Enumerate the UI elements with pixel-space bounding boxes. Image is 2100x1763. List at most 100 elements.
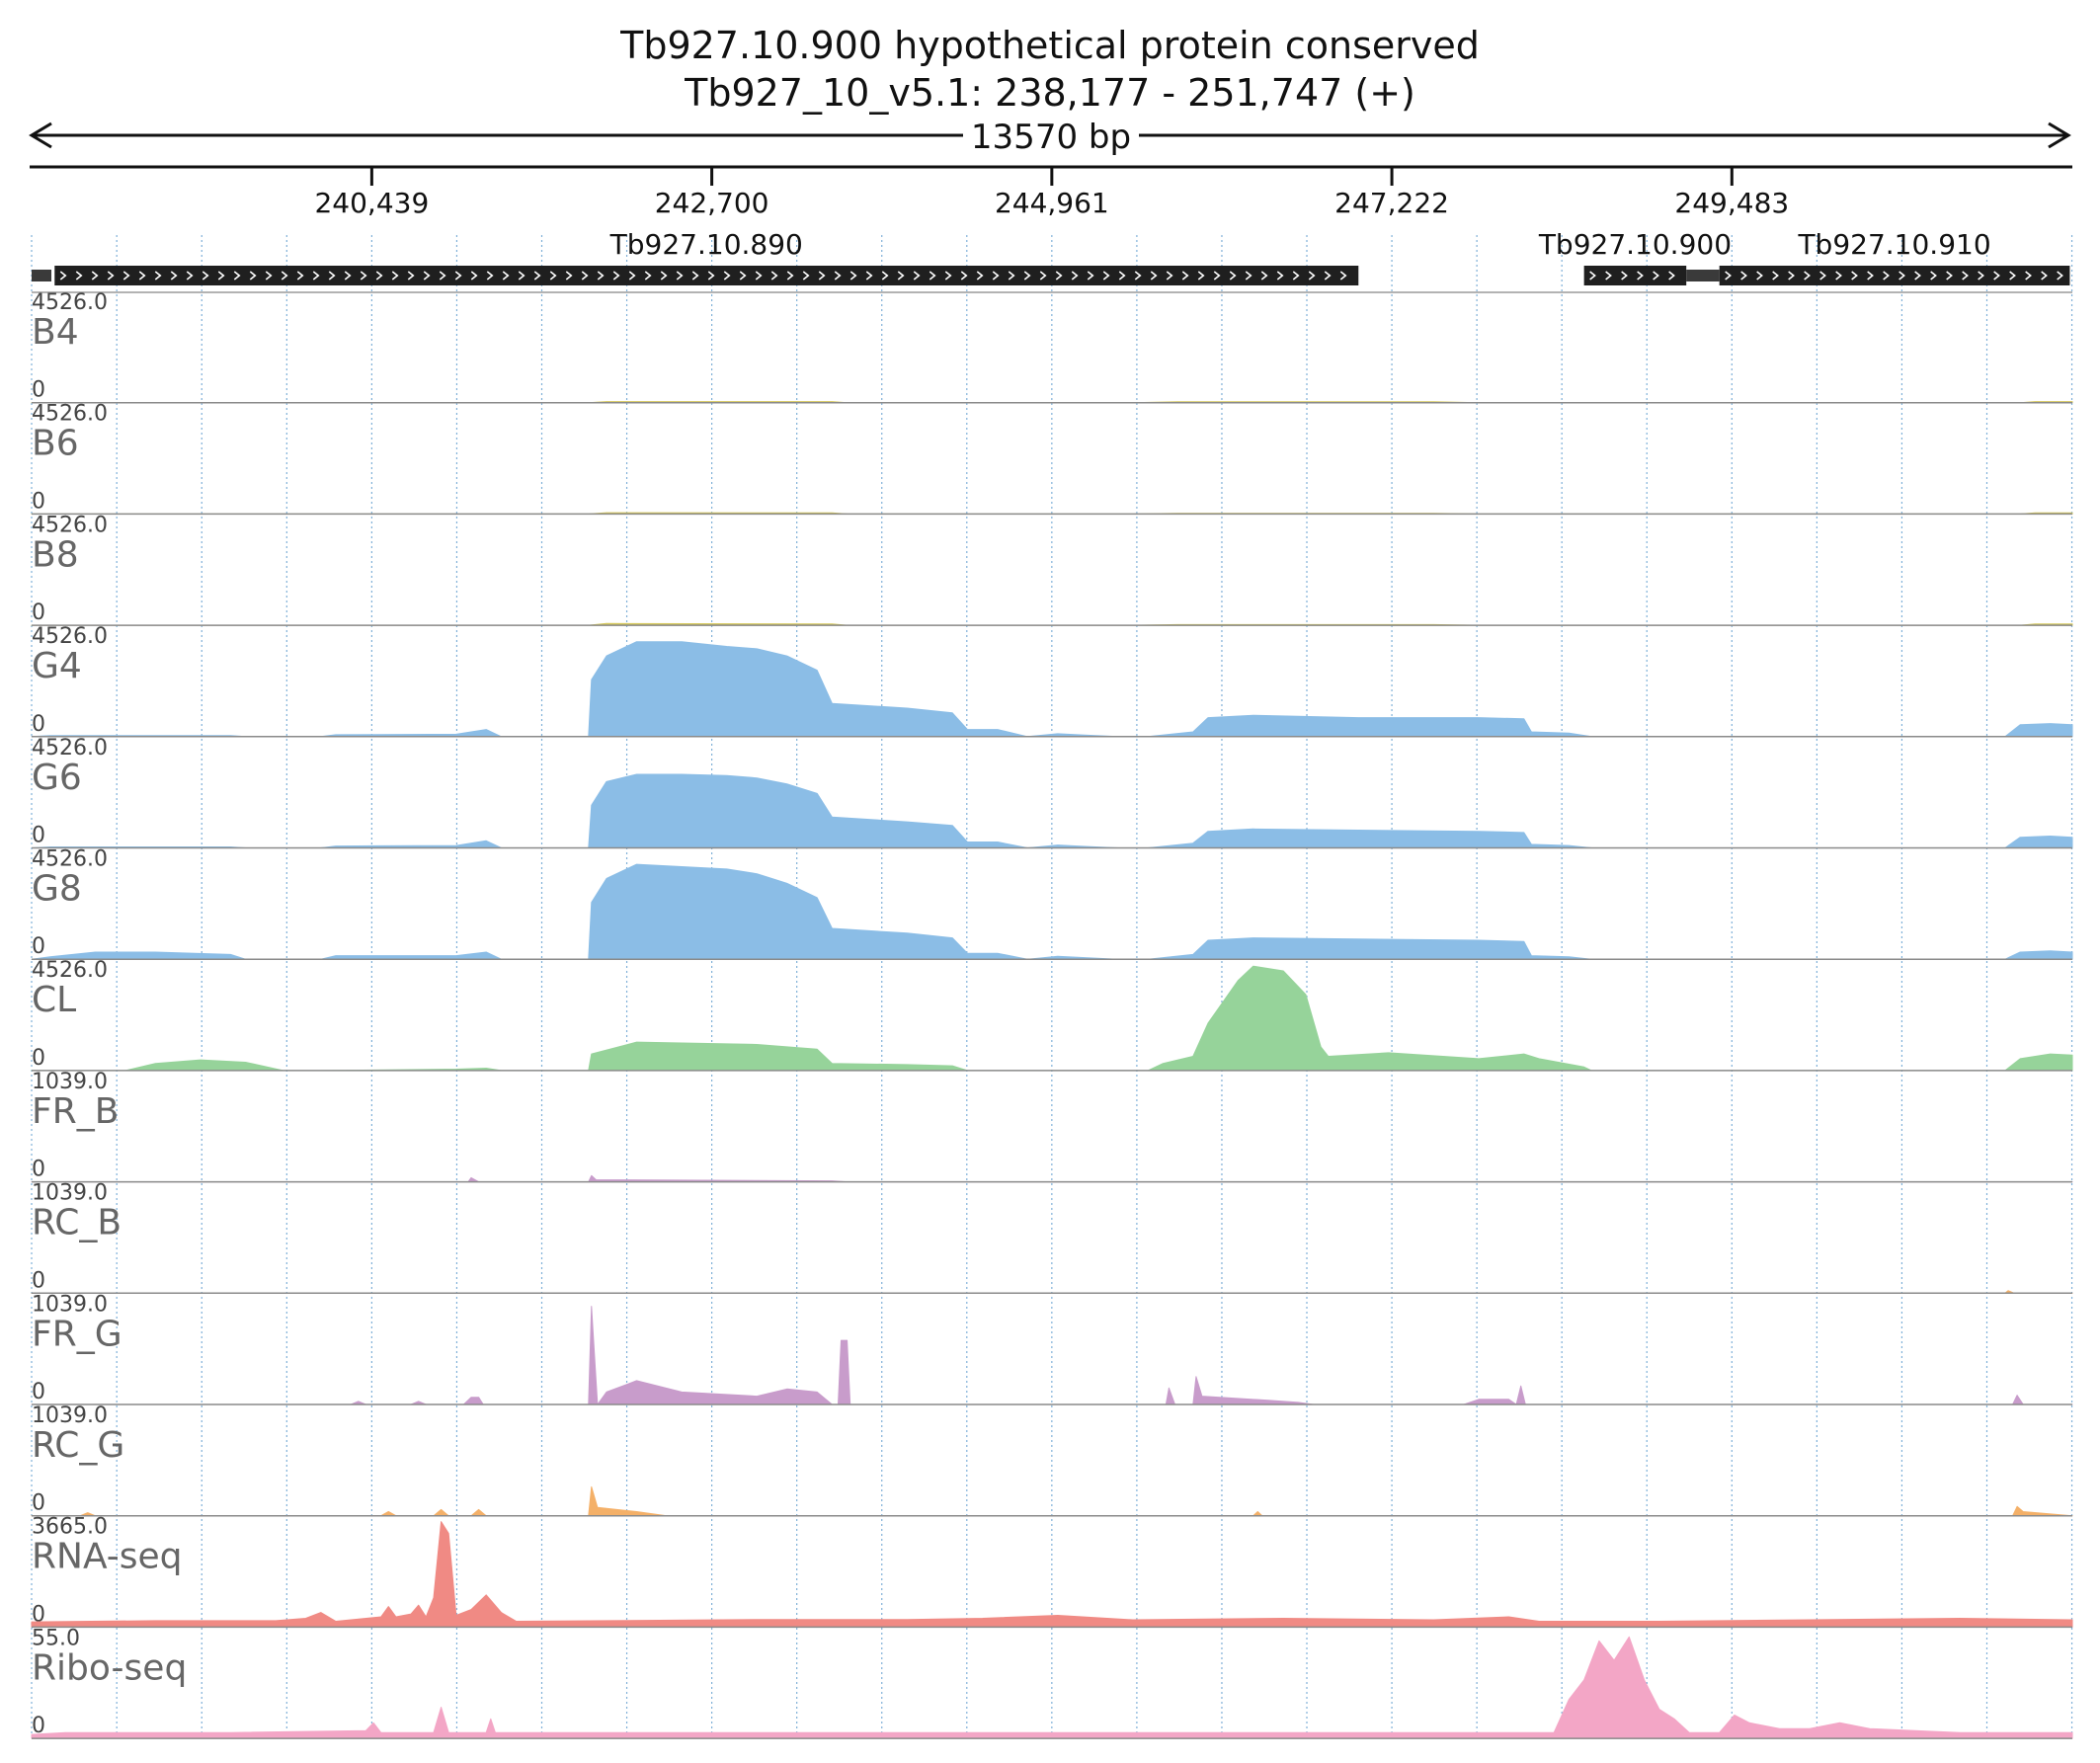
strand-chevron xyxy=(391,271,399,280)
strand-chevron xyxy=(2057,271,2063,280)
strand-chevron xyxy=(1653,271,1659,280)
strand-chevron xyxy=(59,271,67,280)
strand-chevron xyxy=(691,271,699,280)
track-min-label: 0 xyxy=(32,712,45,737)
strand-chevron xyxy=(897,271,905,280)
span-length-label: 13570 bp xyxy=(971,118,1131,157)
strand-chevron xyxy=(786,271,794,280)
strand-chevron xyxy=(660,271,668,280)
strand-chevron xyxy=(154,271,162,280)
coverage-tracks: 4526.0B404526.0B604526.0B804526.0G404526… xyxy=(31,290,2073,1739)
track-g6: 4526.0G6 0 xyxy=(31,736,2073,849)
track-max-label: 55.0 xyxy=(32,1626,80,1650)
strand-chevron xyxy=(1276,271,1284,280)
coordinate-ruler: 240,439 242,700 244,961 247,222 249,483 xyxy=(30,165,2072,219)
strand-chevron xyxy=(1260,271,1268,280)
strand-chevron xyxy=(770,271,778,280)
strand-chevron xyxy=(439,271,446,280)
track-name-label: FR_G xyxy=(32,1314,122,1354)
strand-chevron xyxy=(1150,271,1158,280)
strand-chevron xyxy=(1835,271,1842,280)
track-max-label: 4526.0 xyxy=(32,847,108,872)
strand-chevron xyxy=(1946,271,1953,280)
strand-chevron xyxy=(1898,271,1905,280)
coverage-area xyxy=(31,965,2073,1072)
strand-chevron xyxy=(1788,271,1795,280)
strand-chevron xyxy=(1324,271,1332,280)
strand-chevron xyxy=(533,271,541,280)
strand-chevron xyxy=(1962,271,1969,280)
coverage-area xyxy=(31,401,2073,404)
strand-chevron xyxy=(802,271,810,280)
gene-label: Tb927.10.890 xyxy=(609,228,803,261)
strand-chevron xyxy=(1213,271,1221,280)
strand-chevron xyxy=(2009,271,2016,280)
track-b8: 4526.0B8 0 xyxy=(31,513,2073,626)
strand-chevron xyxy=(1197,271,1205,280)
gene-body xyxy=(1583,266,1687,285)
track-min-label: 0 xyxy=(32,1602,45,1627)
strand-chevron xyxy=(1181,271,1189,280)
track-min-label: 0 xyxy=(32,1158,45,1182)
track-max-label: 4526.0 xyxy=(32,958,108,983)
track-name-label: B8 xyxy=(32,534,79,575)
strand-chevron xyxy=(913,271,921,280)
strand-chevron xyxy=(549,271,557,280)
track-min-label: 0 xyxy=(32,934,45,959)
strand-chevron xyxy=(929,271,936,280)
strand-chevron xyxy=(107,271,115,280)
strand-chevron xyxy=(1071,271,1079,280)
strand-chevron xyxy=(328,271,336,280)
gene-feature: Tb927.10.890 xyxy=(54,228,1359,285)
strand-chevron xyxy=(502,271,510,280)
gene-body xyxy=(1719,266,2070,285)
ruler-tick-label: 242,700 xyxy=(655,187,769,219)
strand-chevron xyxy=(739,271,747,280)
strand-chevron xyxy=(723,271,731,280)
track-max-label: 4526.0 xyxy=(32,736,108,761)
strand-chevron xyxy=(186,271,194,280)
gene-clip-marker xyxy=(32,270,51,281)
strand-chevron xyxy=(707,271,715,280)
track-max-label: 4526.0 xyxy=(32,402,108,427)
ruler-tick-label: 240,439 xyxy=(314,187,429,219)
coverage-area xyxy=(31,641,2073,738)
strand-chevron xyxy=(565,271,573,280)
strand-chevron xyxy=(976,271,984,280)
track-min-label: 0 xyxy=(32,1714,45,1738)
strand-chevron xyxy=(960,271,968,280)
span-arrow-left-head xyxy=(29,121,52,149)
track-name-label: B4 xyxy=(32,312,79,353)
strand-chevron xyxy=(2025,271,2032,280)
strand-chevron xyxy=(1339,271,1347,280)
track-g4: 4526.0G4 0 xyxy=(31,624,2073,738)
strand-chevron xyxy=(1134,271,1142,280)
strand-chevron xyxy=(454,271,462,280)
coverage-area xyxy=(31,1636,2073,1739)
strand-chevron xyxy=(597,271,605,280)
track-g8: 4526.0G8 0 xyxy=(31,847,2073,960)
strand-chevron xyxy=(1668,271,1675,280)
strand-chevron xyxy=(1102,271,1110,280)
strand-chevron xyxy=(1621,271,1628,280)
strand-chevron xyxy=(281,271,288,280)
gene-track: Tb927.10.890 Tb927.10.900 Tb927.10.910 xyxy=(32,228,2072,293)
header: Tb927.10.900 hypothetical protein conser… xyxy=(619,24,1480,115)
strand-chevron xyxy=(676,271,684,280)
track-name-label: Ribo-seq xyxy=(32,1647,187,1688)
strand-chevron xyxy=(1930,271,1937,280)
track-rc_b: 1039.0RC_B 0 xyxy=(31,1181,2073,1295)
strand-chevron xyxy=(1118,271,1126,280)
strand-chevron xyxy=(1589,271,1596,280)
track-fr_g: 1039.0FR_G 0 xyxy=(31,1292,2073,1405)
strand-chevron xyxy=(1166,271,1173,280)
strand-chevron xyxy=(170,271,178,280)
track-max-label: 1039.0 xyxy=(32,1403,108,1428)
gene-label: Tb927.10.900 xyxy=(1538,228,1732,261)
strand-chevron xyxy=(1756,271,1763,280)
strand-chevron xyxy=(818,271,826,280)
strand-chevron xyxy=(233,271,241,280)
track-max-label: 4526.0 xyxy=(32,624,108,649)
track-max-label: 1039.0 xyxy=(32,1181,108,1206)
gene-feature: Tb927.10.900 xyxy=(1538,228,1732,285)
